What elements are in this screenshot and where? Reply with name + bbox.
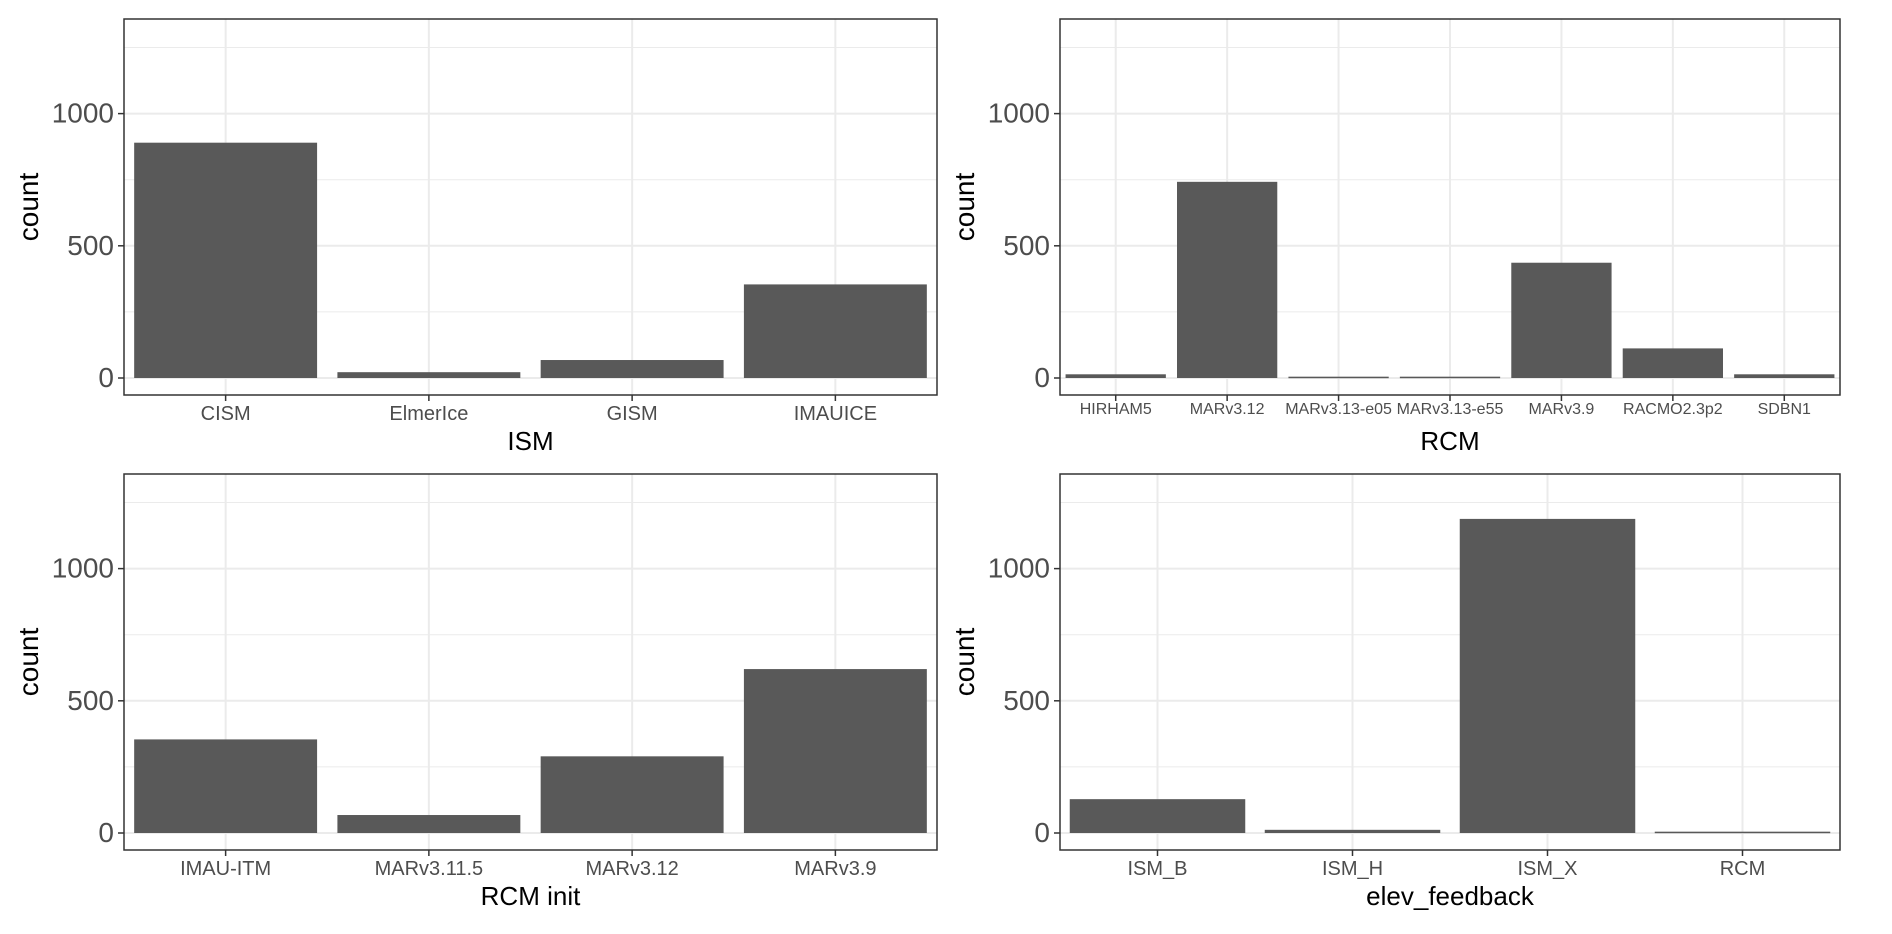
y-axis-label: count <box>949 173 980 242</box>
x-tick-label: IMAUICE <box>794 403 877 425</box>
x-tick-label: MARv3.12 <box>1190 401 1265 418</box>
y-tick-label: 0 <box>1034 817 1050 848</box>
bar-ISM_B <box>1069 799 1246 833</box>
x-tick-label: MARv3.9 <box>1529 401 1595 418</box>
x-tick-label: MARv3.13-e05 <box>1285 401 1392 418</box>
bar-HIRHAM5 <box>1065 374 1166 378</box>
y-tick-label: 500 <box>67 230 114 261</box>
y-tick-label: 1000 <box>52 98 114 129</box>
bar-MARv3.13-e55 <box>1399 376 1501 379</box>
bar-ISM_H <box>1264 829 1441 833</box>
bar-SDBN1 <box>1734 374 1835 378</box>
y-tick-label: 1000 <box>988 553 1050 584</box>
panel-border <box>1059 473 1841 851</box>
bar-RACMO2.3p2 <box>1622 348 1723 378</box>
bar-MARv3.13-e05 <box>1288 376 1389 379</box>
chart-panel-4: 0 500 1000 ISM_B ISM_H ISM_X RCM elev_feedback c… <box>949 473 1841 911</box>
bar-GISM <box>540 360 724 378</box>
x-axis-label: ISM <box>507 426 553 456</box>
y-tick-label: 0 <box>98 817 114 848</box>
y-axis-label: count <box>13 173 44 242</box>
bar-MARv3.12 <box>540 756 724 833</box>
y-tick-label: 1000 <box>988 98 1050 129</box>
y-tick-label: 500 <box>67 685 114 716</box>
y-tick-label: 1000 <box>52 553 114 584</box>
y-axis-label: count <box>949 628 980 697</box>
x-tick-label: ISM_B <box>1127 858 1187 880</box>
x-axis-label: elev_feedback <box>1366 881 1535 911</box>
x-axis-label: RCM init <box>481 881 581 911</box>
y-tick-label: 0 <box>98 362 114 393</box>
bar-MARv3.11.5 <box>337 815 521 833</box>
panel-border <box>123 18 938 396</box>
x-tick-label: GISM <box>607 403 658 425</box>
y-tick-label: 500 <box>1003 230 1050 261</box>
bar-CISM <box>134 142 318 378</box>
bar-IMAU-ITM <box>134 739 318 833</box>
x-tick-label: MARv3.13-e55 <box>1397 401 1504 418</box>
y-tick-label: 500 <box>1003 685 1050 716</box>
chart-panel-2: 0 500 1000 HIRHAM5 MARv3.12 MARv3.13-e05 MARv3… <box>949 18 1841 456</box>
x-tick-label: ISM_H <box>1322 858 1383 880</box>
x-tick-label: RCM <box>1720 858 1766 880</box>
chart-panel-1: 0 500 1000 CISM ElmerIce GISM IMAUICE ISM count <box>13 18 938 456</box>
panel-border <box>123 473 938 851</box>
x-tick-label: MARv3.12 <box>585 858 678 880</box>
bar-ElmerIce <box>337 372 521 378</box>
bar-MARv3.9 <box>743 669 927 833</box>
bar-ISM_X <box>1459 518 1636 833</box>
x-tick-label: HIRHAM5 <box>1080 401 1152 418</box>
x-tick-label: MARv3.11.5 <box>375 858 484 880</box>
y-axis-label: count <box>13 628 44 697</box>
x-tick-label: RACMO2.3p2 <box>1623 401 1723 418</box>
bar-RCM <box>1654 831 1831 834</box>
x-tick-label: ElmerIce <box>389 403 468 425</box>
bar-MARv3.12 <box>1177 181 1278 378</box>
y-tick-label: 0 <box>1034 362 1050 393</box>
x-tick-label: SDBN1 <box>1758 401 1811 418</box>
bar-IMAUICE <box>743 284 927 378</box>
x-tick-label: MARv3.9 <box>794 858 876 880</box>
bar-MARv3.9 <box>1511 262 1612 378</box>
x-tick-label: IMAU-ITM <box>180 858 271 880</box>
chart-panel-3: 0 500 1000 IMAU-ITM MARv3.11.5 MARv3.12 MARv3.… <box>13 473 938 911</box>
x-tick-label: ISM_X <box>1517 858 1577 880</box>
x-axis-label: RCM <box>1420 426 1479 456</box>
x-tick-label: CISM <box>201 403 251 425</box>
